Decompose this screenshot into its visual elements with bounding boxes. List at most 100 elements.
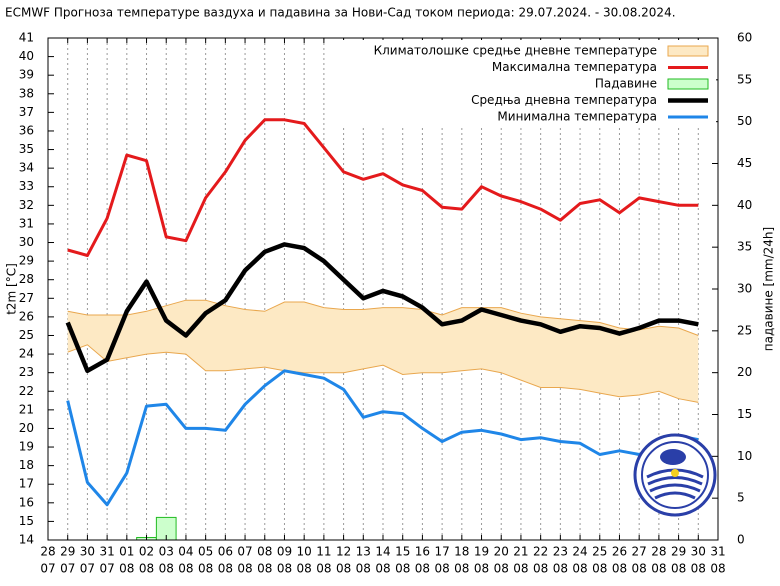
y2-tick-label: 0 — [737, 533, 745, 547]
x-tick-label: 08 — [277, 562, 292, 576]
y-tick-label: 31 — [19, 216, 34, 230]
y-tick-label: 36 — [19, 123, 34, 137]
y2-tick-label: 45 — [737, 156, 752, 170]
y-axis-label: t2m [°C] — [5, 263, 19, 315]
x-tick-label: 12 — [336, 545, 351, 559]
x-tick-label: 08 — [415, 562, 430, 576]
x-tick-label: 25 — [592, 545, 607, 559]
y-tick-label: 18 — [19, 458, 34, 472]
y-tick-label: 35 — [19, 142, 34, 156]
y-tick-label: 37 — [19, 105, 34, 119]
y-tick-label: 15 — [19, 514, 34, 528]
y-tick-label: 19 — [19, 440, 34, 454]
x-tick-label: 08 — [178, 562, 193, 576]
x-tick-label: 08 — [119, 562, 134, 576]
x-tick-label: 14 — [375, 545, 390, 559]
x-tick-label: 27 — [632, 545, 647, 559]
legend: Климатолошке средње дневне температуре Ма… — [335, 40, 716, 126]
y-tick-label: 34 — [19, 161, 34, 175]
x-tick-label: 30 — [691, 545, 706, 559]
x-tick-label: 08 — [651, 562, 666, 576]
y-tick-label: 39 — [19, 68, 34, 82]
y2-tick-label: 35 — [737, 240, 752, 254]
logo — [633, 433, 717, 517]
y2-tick-label: 30 — [737, 282, 752, 296]
y2-tick-label: 15 — [737, 407, 752, 421]
x-tick-label: 07 — [99, 562, 114, 576]
x-tick-label: 08 — [434, 562, 449, 576]
x-tick-label: 08 — [356, 562, 371, 576]
y-tick-label: 38 — [19, 86, 34, 100]
climate-band-lower — [67, 344, 699, 403]
y-tick-label: 14 — [19, 533, 34, 547]
x-tick-label: 08 — [671, 562, 686, 576]
x-tick-label: 08 — [316, 562, 331, 576]
x-tick-label: 28 — [40, 545, 55, 559]
x-tick-label: 04 — [178, 545, 193, 559]
x-tick-label: 08 — [336, 562, 351, 576]
x-tick-label: 22 — [533, 545, 548, 559]
x-tick-label: 17 — [434, 545, 449, 559]
y-tick-label: 22 — [19, 384, 34, 398]
x-tick-label: 08 — [553, 562, 568, 576]
x-tick-label: 08 — [710, 562, 725, 576]
x-tick-label: 15 — [395, 545, 410, 559]
line — [65, 242, 699, 374]
axes: 2807290730073107010802080308040805080608… — [19, 31, 753, 576]
y-tick-label: 28 — [19, 272, 34, 286]
x-tick-label: 16 — [415, 545, 430, 559]
x-tick-label: 08 — [237, 562, 252, 576]
x-tick-label: 08 — [395, 562, 410, 576]
y-tick-label: 32 — [19, 198, 34, 212]
legend-swatch — [667, 45, 709, 57]
y-tick-label: 41 — [19, 31, 34, 45]
x-tick-label: 31 — [710, 545, 725, 559]
x-tick-label: 08 — [297, 562, 312, 576]
y2-tick-label: 25 — [737, 323, 752, 337]
x-tick-label: 20 — [494, 545, 509, 559]
x-tick-label: 08 — [257, 545, 272, 559]
legend-swatch — [667, 78, 709, 90]
x-tick-label: 11 — [316, 545, 331, 559]
x-tick-label: 09 — [277, 545, 292, 559]
y2-tick-label: 55 — [737, 72, 752, 86]
x-tick-label: 19 — [474, 545, 489, 559]
y2-tick-label: 20 — [737, 365, 752, 379]
x-tick-label: 13 — [356, 545, 371, 559]
y2-tick-label: 5 — [737, 491, 745, 505]
chart-title: ECMWF Прогноза температуре ваздуха и пад… — [5, 6, 676, 20]
x-tick-label: 01 — [119, 545, 134, 559]
line — [67, 118, 699, 257]
x-tick-label: 08 — [474, 562, 489, 576]
y2-axis-label: падавине [mm/24h] — [762, 227, 776, 351]
legend-background — [335, 40, 716, 126]
y2-tick-label: 40 — [737, 198, 752, 212]
x-tick-label: 05 — [198, 545, 213, 559]
y-tick-label: 30 — [19, 235, 34, 249]
x-tick-label: 08 — [257, 562, 272, 576]
y-tick-label: 26 — [19, 309, 34, 323]
x-tick-label: 03 — [159, 545, 174, 559]
x-tick-label: 08 — [198, 562, 213, 576]
legend-label: Климатолошке средње дневне температуре — [374, 44, 657, 58]
y-tick-label: 17 — [19, 477, 34, 491]
x-tick-label: 08 — [612, 562, 627, 576]
x-tick-label: 08 — [139, 562, 154, 576]
y2-tick-label: 60 — [737, 31, 752, 45]
x-tick-label: 08 — [513, 562, 528, 576]
x-tick-label: 23 — [553, 545, 568, 559]
x-tick-label: 08 — [375, 562, 390, 576]
x-tick-label: 08 — [454, 562, 469, 576]
x-tick-label: 10 — [297, 545, 312, 559]
y-tick-label: 20 — [19, 421, 34, 435]
x-tick-label: 29 — [60, 545, 75, 559]
x-tick-label: 08 — [632, 562, 647, 576]
y-tick-label: 16 — [19, 495, 34, 509]
y-tick-label: 33 — [19, 179, 34, 193]
x-tick-label: 08 — [218, 562, 233, 576]
x-tick-label: 08 — [533, 562, 548, 576]
x-tick-label: 31 — [99, 545, 114, 559]
x-tick-label: 08 — [494, 562, 509, 576]
x-tick-label: 08 — [159, 562, 174, 576]
x-tick-label: 26 — [612, 545, 627, 559]
